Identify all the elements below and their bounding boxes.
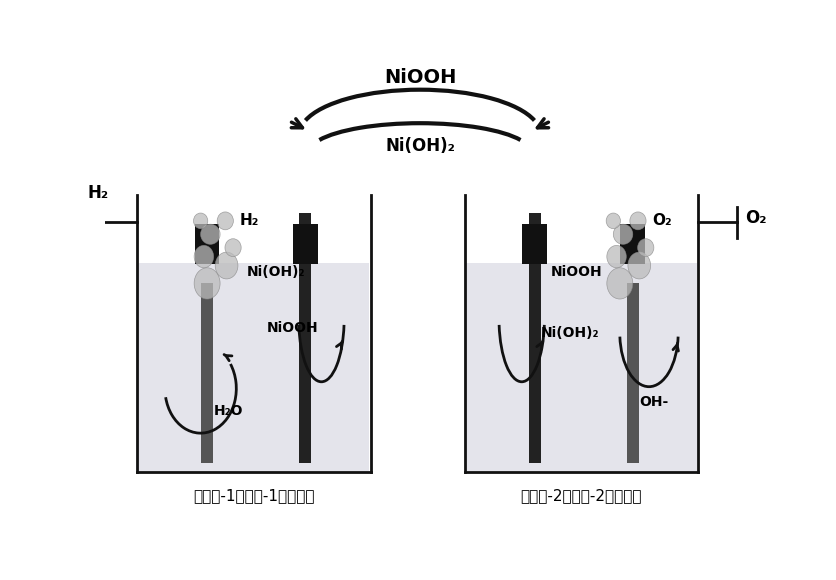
Text: Ni(OH)₂: Ni(OH)₂ <box>385 136 454 154</box>
Ellipse shape <box>194 245 213 268</box>
Text: H₂: H₂ <box>88 184 109 202</box>
Ellipse shape <box>606 268 632 299</box>
Text: Ni(OH)₂: Ni(OH)₂ <box>541 326 599 340</box>
Ellipse shape <box>627 252 650 279</box>
Text: O₂: O₂ <box>744 209 766 227</box>
Bar <box>522 224 547 264</box>
Text: 电解槽-1（步骤-1：制氢）: 电解槽-1（步骤-1：制氢） <box>193 488 314 503</box>
Bar <box>528 213 540 463</box>
Ellipse shape <box>225 239 241 256</box>
Ellipse shape <box>605 213 619 229</box>
Bar <box>201 282 212 463</box>
Ellipse shape <box>606 245 625 268</box>
Ellipse shape <box>201 224 220 244</box>
Ellipse shape <box>637 239 653 256</box>
Bar <box>195 224 219 264</box>
Text: OH-: OH- <box>639 396 668 409</box>
Text: Ni(OH)₂: Ni(OH)₂ <box>247 265 305 279</box>
Text: NiOOH: NiOOH <box>550 265 602 279</box>
Ellipse shape <box>630 212 645 230</box>
Text: H₂O: H₂O <box>213 404 242 418</box>
Ellipse shape <box>613 224 632 244</box>
Text: O₂: O₂ <box>651 213 671 229</box>
Ellipse shape <box>215 252 237 279</box>
Ellipse shape <box>217 212 233 230</box>
Bar <box>293 224 317 264</box>
Bar <box>466 263 696 470</box>
Text: 电解槽-2（步骤-2：制氧）: 电解槽-2（步骤-2：制氧） <box>520 488 641 503</box>
Bar <box>626 282 638 463</box>
Bar <box>299 213 311 463</box>
Ellipse shape <box>193 213 207 229</box>
Text: NiOOH: NiOOH <box>266 321 318 335</box>
Text: H₂: H₂ <box>239 213 258 229</box>
Ellipse shape <box>194 268 220 299</box>
Bar <box>138 263 369 470</box>
Bar <box>619 224 645 264</box>
Text: NiOOH: NiOOH <box>383 68 456 88</box>
